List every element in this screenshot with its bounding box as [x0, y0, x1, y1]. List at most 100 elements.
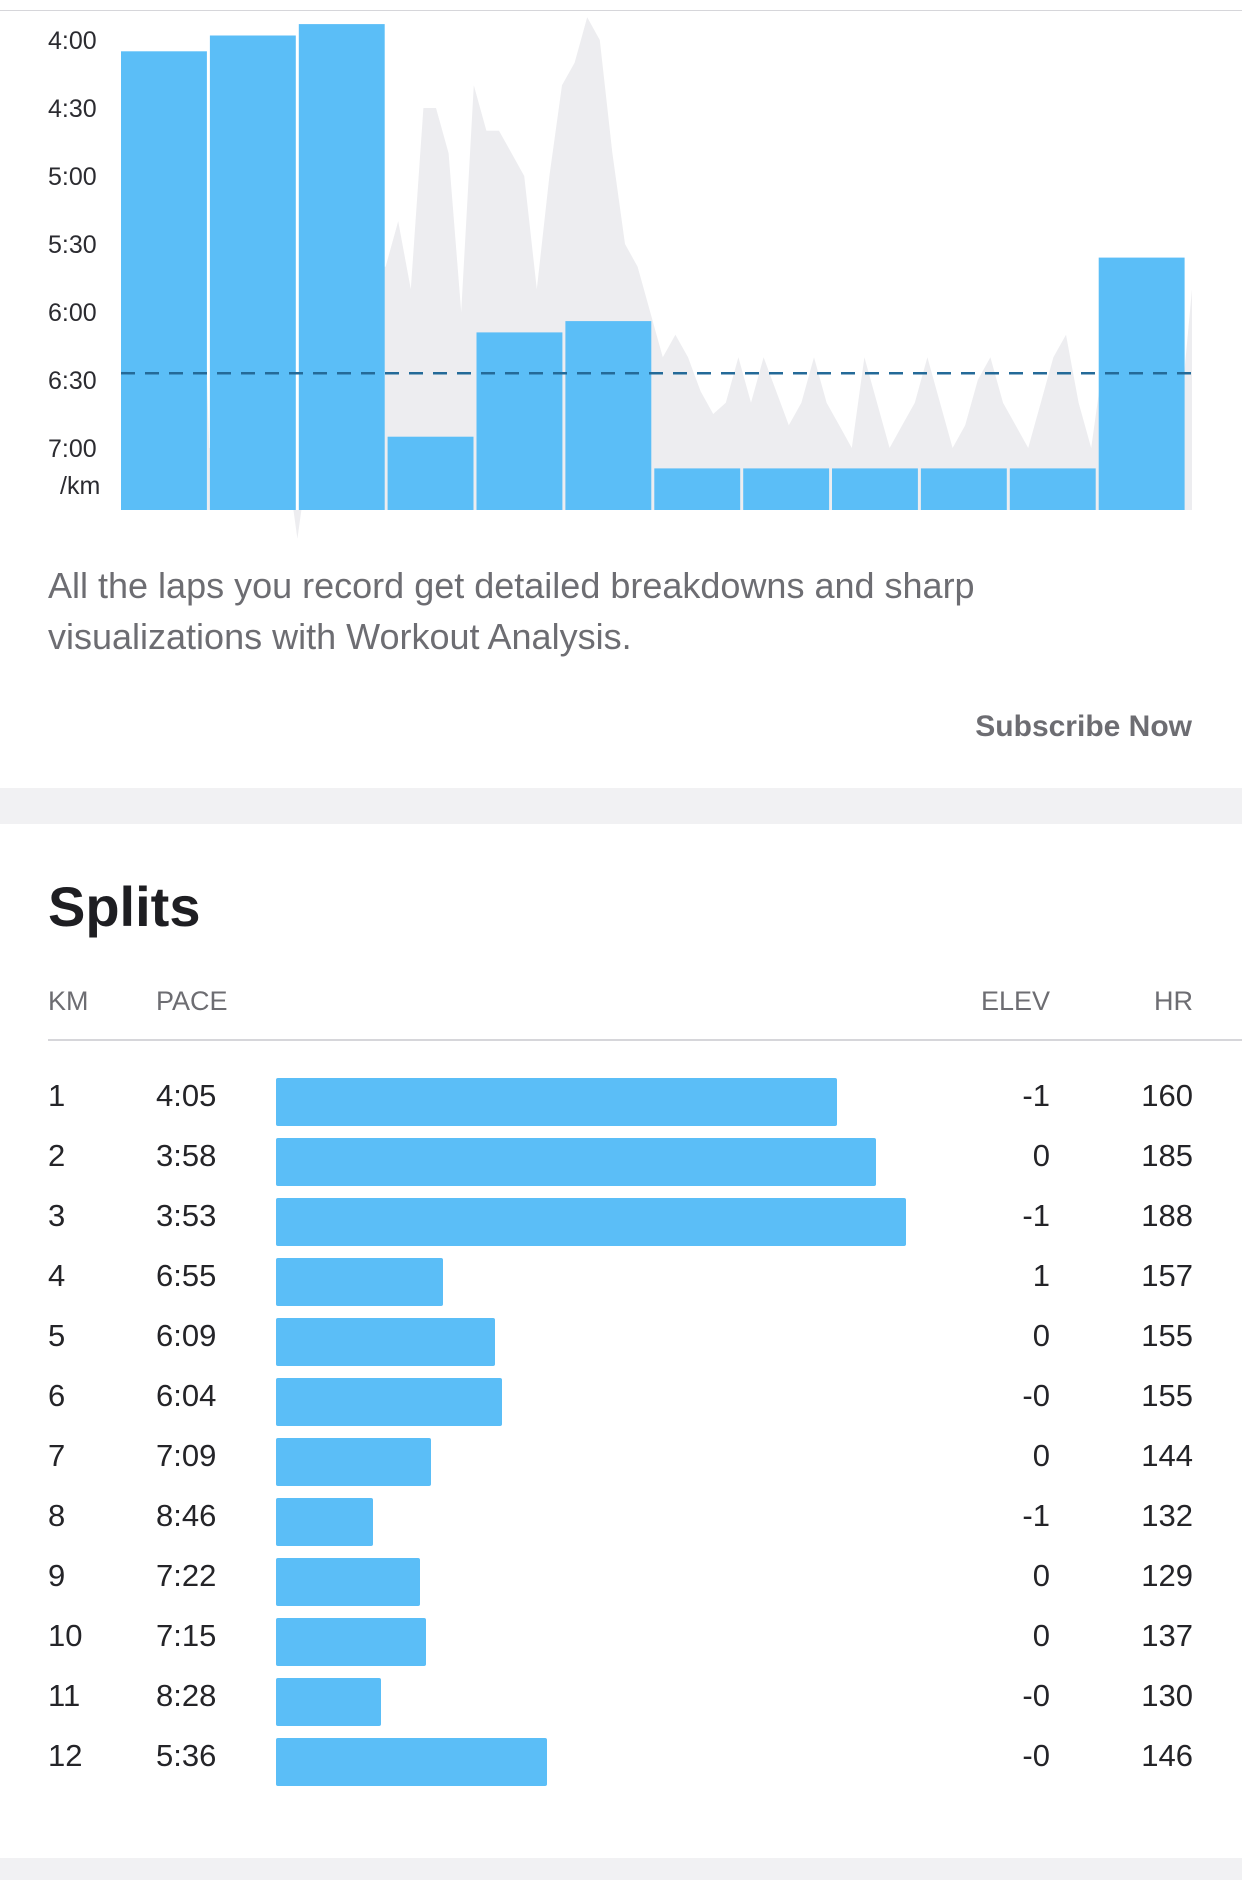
split-elev: 0 — [1032, 1438, 1050, 1473]
split-row: 1 4:05 -1 160 — [0, 1072, 1242, 1132]
column-header-km: KM — [48, 986, 89, 1016]
y-tick-label: 6:00 — [48, 299, 97, 327]
split-hr: 155 — [1141, 1378, 1193, 1413]
y-tick-label: 4:30 — [48, 95, 97, 123]
split-pace-bar — [276, 1678, 381, 1726]
split-pace-bar — [276, 1078, 837, 1126]
column-header-pace: PACE — [156, 986, 228, 1016]
split-pace-bar — [276, 1558, 420, 1606]
lap-bar — [1098, 257, 1185, 510]
split-km: 8 — [48, 1498, 66, 1533]
bottom-separator — [0, 1858, 1242, 1880]
lap-bar — [387, 436, 474, 510]
split-elev: -1 — [1022, 1198, 1050, 1233]
lap-bar — [743, 468, 830, 510]
split-elev: -1 — [1022, 1078, 1050, 1113]
split-km: 12 — [48, 1738, 83, 1773]
split-elev: 1 — [1032, 1258, 1050, 1293]
lap-pace-chart: 4:00 4:30 5:00 5:30 6:00 6:30 7:00/km — [48, 17, 1192, 539]
split-hr: 146 — [1141, 1738, 1193, 1773]
splits-table: 1 4:05 -1 160 2 3:58 0 185 3 3:53 -1 188 4 6:55 1 157 5 6… — [0, 1072, 1242, 1792]
split-hr: 132 — [1141, 1498, 1193, 1533]
split-km: 4 — [48, 1258, 66, 1293]
split-km: 1 — [48, 1078, 66, 1113]
split-row: 9 7:22 0 129 — [0, 1552, 1242, 1612]
section-separator — [0, 788, 1242, 824]
split-elev: -1 — [1022, 1498, 1050, 1533]
split-elev: -0 — [1022, 1678, 1050, 1713]
split-pace-bar — [276, 1498, 373, 1546]
lap-bar — [654, 468, 741, 510]
split-row: 12 5:36 -0 146 — [0, 1732, 1242, 1792]
split-hr: 129 — [1141, 1558, 1193, 1593]
lap-bar — [832, 468, 918, 510]
split-hr: 160 — [1141, 1078, 1193, 1113]
split-pace-bar — [276, 1318, 495, 1366]
split-pace-bar — [276, 1138, 876, 1186]
lap-bar — [298, 24, 385, 510]
split-hr: 185 — [1141, 1138, 1193, 1173]
subscribe-now-button[interactable]: Subscribe Now — [975, 710, 1192, 743]
split-pace: 7:09 — [156, 1438, 217, 1473]
split-hr: 155 — [1141, 1318, 1193, 1353]
splits-title: Splits — [48, 875, 201, 938]
split-hr: 157 — [1141, 1258, 1193, 1293]
split-pace: 6:09 — [156, 1318, 217, 1353]
y-tick-label: 7:00 — [48, 435, 97, 463]
lap-bar — [476, 332, 563, 510]
split-elev: -0 — [1022, 1738, 1050, 1773]
split-pace-bar — [276, 1738, 547, 1786]
split-km: 10 — [48, 1618, 83, 1653]
split-hr: 188 — [1141, 1198, 1193, 1233]
feature-caption: All the laps you record get detailed bre… — [48, 565, 975, 657]
split-km: 9 — [48, 1558, 66, 1593]
lap-bar — [920, 468, 1007, 510]
split-elev: 0 — [1032, 1138, 1050, 1173]
split-km: 6 — [48, 1378, 66, 1413]
split-pace-bar — [276, 1618, 426, 1666]
y-tick-label: 5:00 — [48, 163, 97, 191]
column-header-elev: ELEV — [980, 986, 1050, 1016]
header-divider — [48, 1039, 1242, 1041]
split-pace-bar — [276, 1198, 906, 1246]
split-pace: 3:53 — [156, 1198, 217, 1233]
split-elev: -0 — [1022, 1378, 1050, 1413]
split-row: 4 6:55 1 157 — [0, 1252, 1242, 1312]
y-tick-label: 4:00 — [48, 27, 97, 55]
split-pace: 3:58 — [156, 1138, 217, 1173]
split-km: 3 — [48, 1198, 66, 1233]
split-pace: 6:04 — [156, 1378, 217, 1413]
split-elev: 0 — [1032, 1318, 1050, 1353]
y-tick-label: 5:30 — [48, 231, 97, 259]
lap-bar — [565, 321, 652, 510]
split-km: 7 — [48, 1438, 66, 1473]
y-tick-label: 6:30 — [48, 367, 97, 395]
split-pace: 4:05 — [156, 1078, 217, 1113]
split-row: 5 6:09 0 155 — [0, 1312, 1242, 1372]
split-row: 7 7:09 0 144 — [0, 1432, 1242, 1492]
split-km: 11 — [48, 1678, 81, 1713]
y-unit-label: /km — [60, 472, 100, 500]
split-pace-bar — [276, 1378, 502, 1426]
column-header-hr: HR — [1154, 986, 1193, 1016]
split-hr: 130 — [1141, 1678, 1193, 1713]
split-row: 8 8:46 -1 132 — [0, 1492, 1242, 1552]
split-pace: 7:15 — [156, 1618, 217, 1653]
lap-bar — [121, 51, 207, 511]
pace-trace-area — [121, 17, 1192, 539]
split-pace: 6:55 — [156, 1258, 217, 1293]
split-row: 10 7:15 0 137 — [0, 1612, 1242, 1672]
split-row: 2 3:58 0 185 — [0, 1132, 1242, 1192]
split-pace-bar — [276, 1438, 431, 1486]
split-km: 2 — [48, 1138, 66, 1173]
split-row: 3 3:53 -1 188 — [0, 1192, 1242, 1252]
split-pace: 8:28 — [156, 1678, 217, 1713]
split-elev: 0 — [1032, 1558, 1050, 1593]
split-pace: 8:46 — [156, 1498, 217, 1533]
split-row: 6 6:04 -0 155 — [0, 1372, 1242, 1432]
lap-bar — [209, 35, 296, 510]
split-pace: 7:22 — [156, 1558, 217, 1593]
split-pace: 5:36 — [156, 1738, 217, 1773]
split-pace-bar — [276, 1258, 443, 1306]
split-row: 11 8:28 -0 130 — [0, 1672, 1242, 1732]
